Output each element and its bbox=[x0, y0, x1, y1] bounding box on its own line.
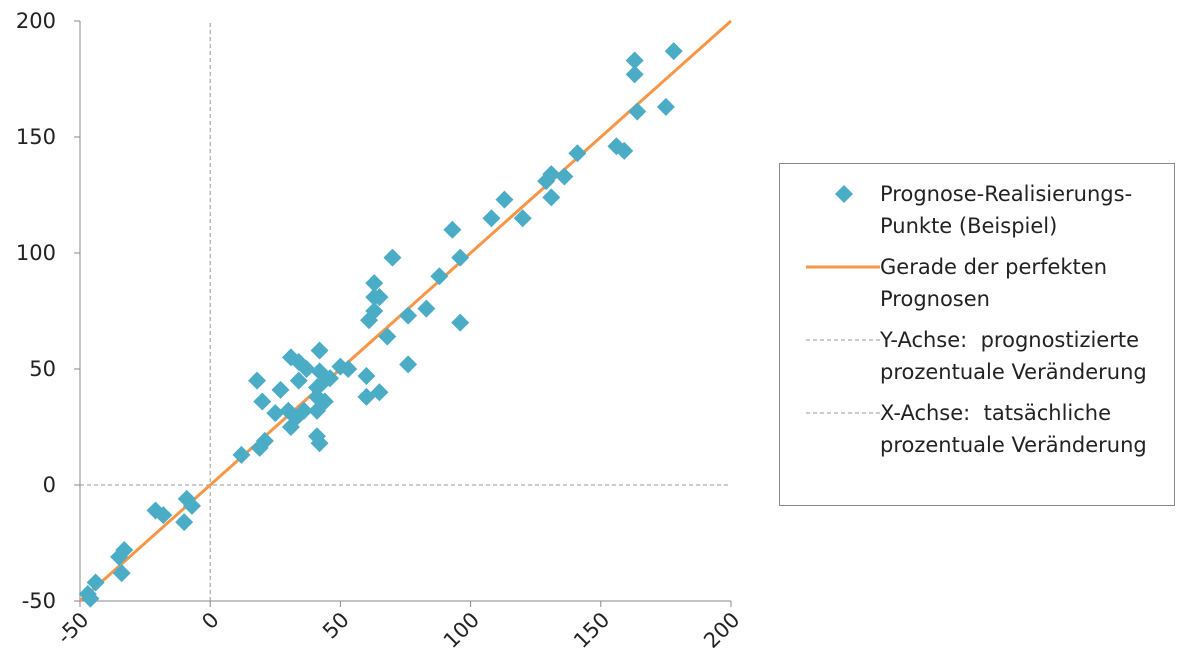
point bbox=[625, 51, 644, 70]
point bbox=[175, 513, 194, 532]
point bbox=[370, 383, 389, 402]
legend-symbol bbox=[806, 265, 880, 269]
y-tick-label: 50 bbox=[29, 357, 56, 381]
point bbox=[112, 564, 131, 583]
legend-entry: Prognose-Realisierungs-Punkte (Beispiel) bbox=[780, 178, 1174, 242]
y-tick-label: 150 bbox=[16, 125, 56, 149]
y-tick-label: -50 bbox=[22, 589, 56, 613]
point bbox=[451, 248, 470, 267]
point bbox=[253, 392, 272, 411]
legend-marker bbox=[835, 185, 853, 203]
x-tick-label: 100 bbox=[439, 608, 484, 653]
point bbox=[115, 540, 134, 559]
legend-label: Gerade der perfekten Prognosen bbox=[880, 255, 1114, 311]
point bbox=[146, 501, 165, 520]
point bbox=[664, 42, 683, 61]
point bbox=[339, 360, 358, 378]
legend-entry: Y-Achse: prognostizierte prozentuale Ver… bbox=[780, 324, 1174, 388]
point bbox=[399, 306, 418, 325]
legend-entry: X-Achse: tatsächliche prozentuale Veränd… bbox=[780, 397, 1174, 461]
legend-symbol bbox=[806, 412, 880, 414]
point bbox=[542, 165, 561, 184]
point bbox=[315, 392, 334, 411]
point bbox=[430, 267, 449, 286]
point bbox=[513, 209, 532, 228]
point bbox=[248, 371, 267, 390]
chart: -50 0 50 100 150 200 -50 0 50 100 150 200 bbox=[16, 9, 745, 653]
legend-symbol bbox=[835, 185, 853, 203]
point bbox=[294, 401, 313, 420]
y-tick-label: 100 bbox=[16, 241, 56, 265]
point bbox=[357, 366, 376, 385]
x-tick-label: 0 bbox=[197, 608, 223, 634]
legend-entry: Gerade der perfekten Prognosen bbox=[780, 251, 1174, 315]
point bbox=[365, 302, 384, 320]
point bbox=[615, 141, 634, 160]
legend-label: Prognose-Realisierungs-Punkte (Beispiel) bbox=[880, 182, 1133, 238]
legend-label: Y-Achse: prognostizierte prozentuale Ver… bbox=[880, 328, 1147, 384]
point bbox=[625, 65, 644, 84]
y-tick-label: 0 bbox=[43, 473, 56, 497]
point bbox=[266, 404, 285, 423]
point bbox=[417, 299, 436, 318]
legend-label: X-Achse: tatsächliche prozentuale Veränd… bbox=[880, 401, 1147, 457]
point bbox=[271, 380, 290, 399]
legend: Prognose-Realisierungs-Punkte (Beispiel)… bbox=[779, 163, 1175, 506]
point bbox=[656, 97, 675, 116]
point bbox=[310, 434, 329, 453]
point bbox=[482, 209, 501, 228]
point bbox=[365, 274, 384, 293]
point bbox=[320, 369, 339, 388]
point bbox=[383, 248, 402, 267]
point bbox=[297, 360, 316, 378]
point bbox=[307, 378, 326, 397]
point bbox=[628, 102, 647, 121]
point bbox=[495, 190, 514, 209]
point bbox=[255, 431, 274, 450]
point bbox=[451, 313, 470, 332]
point bbox=[289, 371, 308, 390]
point bbox=[182, 496, 201, 515]
x-tick-label: 150 bbox=[569, 608, 614, 653]
point bbox=[568, 144, 587, 163]
point bbox=[399, 355, 418, 374]
point bbox=[555, 167, 574, 186]
x-tick-label: -50 bbox=[52, 608, 93, 649]
legend-symbol bbox=[806, 339, 880, 341]
point bbox=[81, 589, 100, 608]
point bbox=[443, 220, 462, 239]
point bbox=[310, 341, 329, 360]
point bbox=[378, 327, 397, 346]
y-tick-label: 200 bbox=[16, 9, 56, 33]
x-tick-label: 50 bbox=[318, 608, 354, 644]
point bbox=[370, 288, 389, 307]
point bbox=[86, 573, 105, 592]
point bbox=[232, 445, 251, 464]
x-tick-label: 200 bbox=[699, 608, 744, 653]
point bbox=[542, 188, 561, 207]
point bbox=[154, 506, 173, 525]
